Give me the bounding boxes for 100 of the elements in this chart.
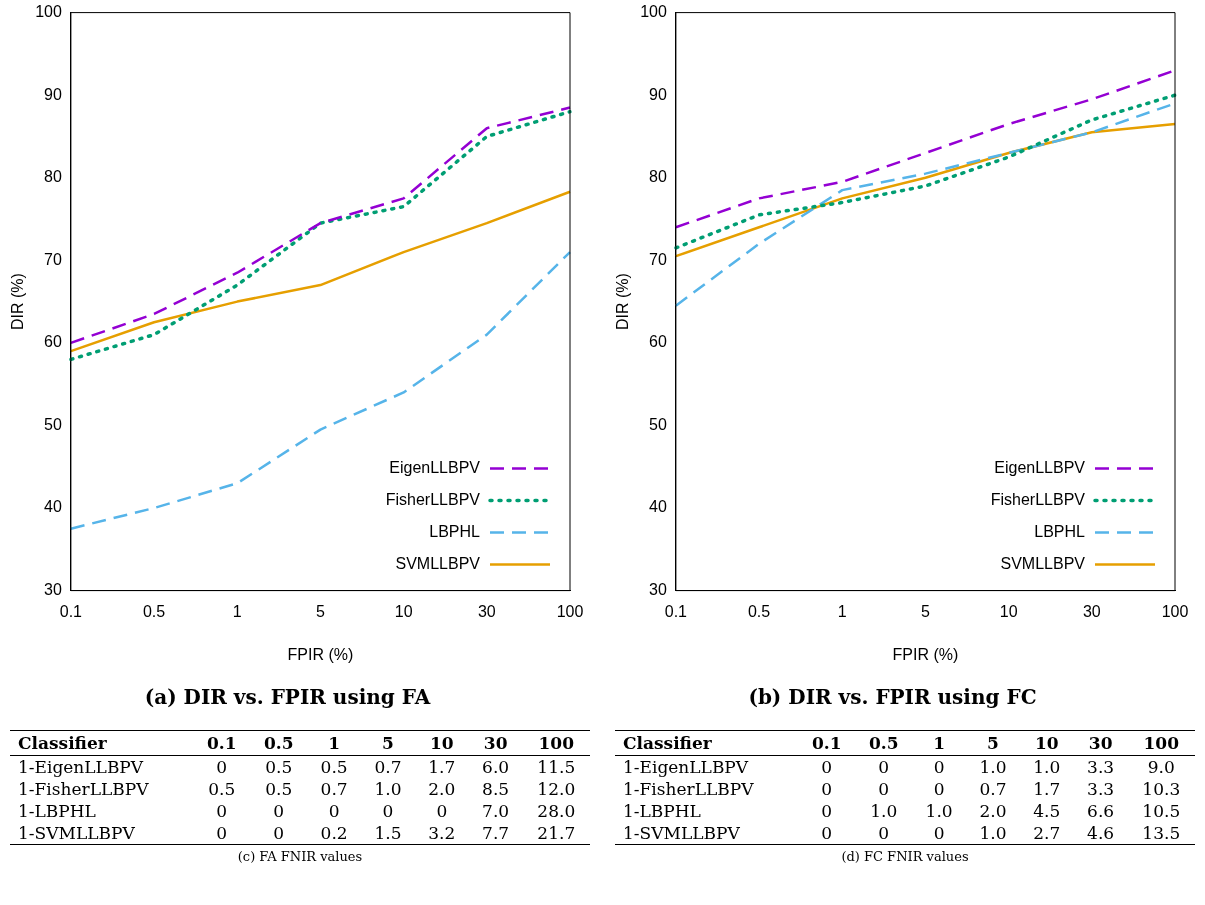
data-label: 6.0 bbox=[481, 756, 511, 778]
legend-label: FisherLLBPV bbox=[990, 491, 1086, 509]
data-label: 2.7 bbox=[1019, 822, 1074, 845]
x-tick-label: 30 bbox=[1082, 602, 1101, 620]
x-tick-label: 1 bbox=[912, 730, 967, 756]
x-tick-label: 10 bbox=[394, 602, 413, 620]
x-tick-label: 0.1 bbox=[59, 602, 83, 620]
data-label: 0.7 bbox=[319, 778, 349, 800]
y-tick-label: 70 bbox=[649, 250, 667, 268]
x-tick-label: 1 bbox=[307, 730, 362, 756]
data-label: 0 bbox=[877, 756, 891, 778]
legend-label: EigenLLBPV bbox=[389, 459, 481, 477]
data-label: 9.0 bbox=[1146, 756, 1176, 778]
y-tick-label: 70 bbox=[44, 250, 62, 268]
data-label: 7.7 bbox=[468, 822, 523, 845]
x-tick-label: 0.5 bbox=[747, 602, 771, 620]
y-tick-label: 1-LBPHL bbox=[622, 800, 702, 822]
legend-label: SVMLLBPV bbox=[1000, 555, 1086, 573]
legend-label: LBPHL bbox=[1034, 523, 1086, 541]
x-tick-label: 30 bbox=[1073, 730, 1128, 756]
data-label: 0 bbox=[820, 778, 834, 800]
data-label: 0 bbox=[820, 756, 834, 778]
data-label: 1.0 bbox=[869, 800, 899, 822]
y-tick-label: 1-FisherLLBPV bbox=[17, 778, 150, 800]
x-tick-label: 0.5 bbox=[855, 730, 913, 756]
data-label: 0.5 bbox=[319, 756, 349, 778]
data-label: 2.0 bbox=[427, 778, 457, 800]
x-tick-label: 0.1 bbox=[798, 730, 856, 756]
y-tick-label: 80 bbox=[44, 168, 62, 186]
data-label: 3.3 bbox=[1086, 756, 1116, 778]
x-tick-label: 5 bbox=[315, 602, 325, 620]
data-label: 0.5 bbox=[264, 756, 294, 778]
data-label: 0.5 bbox=[264, 778, 294, 800]
x-tick-label: 10 bbox=[414, 730, 469, 756]
legend-label: EigenLLBPV bbox=[994, 459, 1086, 477]
data-label: 1.0 bbox=[966, 822, 1020, 845]
y-tick-label: 1-FisherLLBPV bbox=[622, 778, 755, 800]
text: (c) FA FNIR values bbox=[236, 849, 364, 864]
legend-label: FisherLLBPV bbox=[385, 491, 481, 509]
data-label: 10.5 bbox=[1141, 800, 1182, 822]
y-axis-title: DIR (%) bbox=[614, 273, 632, 331]
data-label: 0 bbox=[215, 800, 229, 822]
data-label: 0 bbox=[193, 822, 251, 845]
x-tick-label: 30 bbox=[477, 602, 496, 620]
data-label: 0 bbox=[932, 756, 946, 778]
data-label: 0 bbox=[250, 822, 308, 845]
y-axis-title: Classifier bbox=[10, 730, 194, 756]
y-axis-title: Classifier bbox=[615, 730, 799, 756]
x-tick-label: 0.1 bbox=[193, 730, 251, 756]
x-tick-label: 1 bbox=[837, 602, 847, 620]
data-label: 0 bbox=[912, 822, 967, 845]
data-label: 0 bbox=[877, 778, 891, 800]
y-tick-label: 90 bbox=[649, 85, 667, 103]
data-label: 12.0 bbox=[536, 778, 577, 800]
data-label: 0.7 bbox=[373, 756, 403, 778]
data-label: 0 bbox=[215, 756, 229, 778]
x-tick-label: 100 bbox=[1127, 730, 1195, 756]
data-label: 6.6 bbox=[1086, 800, 1116, 822]
y-tick-label: 60 bbox=[44, 333, 62, 351]
x-tick-label: 30 bbox=[468, 730, 523, 756]
data-label: 2.0 bbox=[978, 800, 1008, 822]
x-tick-label: 10 bbox=[999, 602, 1018, 620]
y-tick-label: 40 bbox=[649, 498, 667, 516]
data-label: 7.0 bbox=[481, 800, 511, 822]
legend-label: LBPHL bbox=[429, 523, 481, 541]
data-label: 1.5 bbox=[361, 822, 415, 845]
x-axis-title: FPIR (%) bbox=[287, 645, 354, 663]
y-tick-label: 90 bbox=[44, 85, 62, 103]
y-tick-label: 50 bbox=[649, 415, 667, 433]
data-label: 3.2 bbox=[414, 822, 469, 845]
x-tick-label: 0.5 bbox=[250, 730, 308, 756]
data-label: 0 bbox=[798, 822, 856, 845]
data-label: 0.2 bbox=[307, 822, 362, 845]
y-tick-label: 60 bbox=[649, 333, 667, 351]
data-label: 10.3 bbox=[1141, 778, 1182, 800]
y-tick-label: 1-SVMLLBPV bbox=[615, 822, 799, 845]
data-label: 0.7 bbox=[978, 778, 1008, 800]
legend-label: SVMLLBPV bbox=[395, 555, 481, 573]
y-tick-label: 80 bbox=[649, 168, 667, 186]
x-axis-title: FPIR (%) bbox=[892, 645, 959, 663]
y-tick-label: 100 bbox=[640, 3, 667, 21]
x-tick-label: 100 bbox=[556, 602, 584, 620]
data-label: 1.0 bbox=[924, 800, 954, 822]
data-label: 11.5 bbox=[536, 756, 577, 778]
data-label: 1.0 bbox=[978, 756, 1008, 778]
x-tick-label: 1 bbox=[232, 602, 242, 620]
x-tick-label: 100 bbox=[522, 730, 590, 756]
x-tick-label: 0.5 bbox=[142, 602, 166, 620]
y-tick-label: 1-SVMLLBPV bbox=[10, 822, 194, 845]
data-label: 0.5 bbox=[207, 778, 237, 800]
data-label: 1.7 bbox=[427, 756, 457, 778]
y-axis-title: DIR (%) bbox=[9, 273, 27, 331]
y-tick-label: 1-EigenLLBPV bbox=[622, 756, 750, 778]
data-label: 0 bbox=[820, 800, 834, 822]
data-label: 13.5 bbox=[1127, 822, 1195, 845]
x-tick-label: 0.1 bbox=[664, 602, 688, 620]
y-tick-label: 40 bbox=[44, 498, 62, 516]
data-label: 1.0 bbox=[373, 778, 403, 800]
x-tick-label: 100 bbox=[1161, 602, 1189, 620]
y-tick-label: 30 bbox=[44, 581, 62, 599]
